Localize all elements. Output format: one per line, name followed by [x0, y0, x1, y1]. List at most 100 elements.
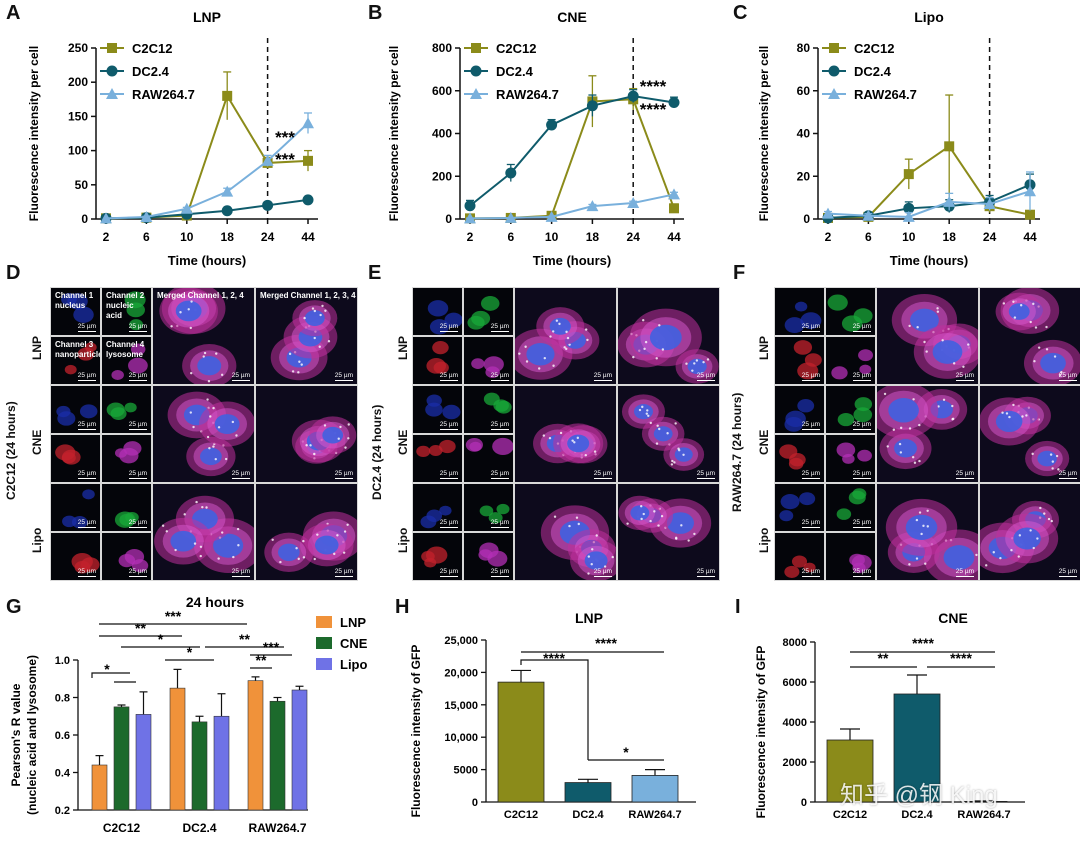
microscopy-panel-dc24: 25 µm 25 µm 25 µm 25 µm 25 µm 25 µm 25 µm 25 µm…	[412, 287, 720, 581]
scale-bar: 25 µm	[955, 372, 974, 379]
data-point	[627, 196, 640, 208]
cell-blob	[854, 397, 873, 412]
cell-blob	[471, 358, 485, 369]
puncta	[642, 512, 645, 516]
cell-blob	[483, 356, 504, 373]
micrograph-tile: 25 µm	[255, 483, 358, 581]
micrograph-image	[784, 398, 815, 432]
puncta	[1039, 506, 1042, 510]
micrograph-tile: Merged Channel 1, 2, 4 25 µm	[152, 287, 255, 385]
data-point	[302, 194, 314, 206]
cell-blob	[467, 315, 485, 330]
micrograph-tile: 25 µm	[101, 532, 152, 581]
cell-blob	[666, 512, 694, 534]
puncta	[305, 444, 308, 447]
puncta	[967, 343, 970, 346]
puncta	[649, 421, 652, 425]
cell-blob	[831, 366, 848, 380]
scale-bar: 25 µm	[1058, 372, 1077, 379]
puncta	[674, 536, 678, 540]
puncta	[347, 437, 350, 440]
puncta	[658, 427, 661, 431]
significance-marker: ****	[640, 100, 667, 119]
micrograph-tile: 25 µm	[774, 336, 825, 385]
puncta	[179, 311, 182, 314]
puncta	[1018, 534, 1022, 537]
micrograph-image	[478, 542, 508, 567]
puncta	[302, 539, 305, 543]
cell-blob	[995, 410, 1023, 433]
scale-bar: 25 µm	[955, 470, 974, 477]
cell-blob	[55, 444, 76, 461]
micrograph-tile: 25 µm	[463, 532, 514, 581]
cell-blob	[1040, 352, 1066, 374]
cell-blob	[314, 535, 339, 555]
puncta	[205, 506, 208, 509]
puncta	[192, 425, 195, 429]
line-chart-cne: CNE 0 200 400 600 800 2 6 10 18 24 44 Time (hours) Fl…	[387, 9, 684, 268]
puncta	[279, 560, 282, 564]
cell-blob	[784, 317, 805, 334]
legend-marker	[828, 88, 840, 99]
cell-blob	[799, 492, 816, 506]
cell-blob	[439, 439, 456, 454]
bar-dc24	[893, 693, 941, 803]
cell-blob	[853, 407, 873, 423]
series-line-dc24	[105, 198, 309, 220]
puncta	[656, 424, 659, 427]
x-axis-label: Time (hours)	[890, 253, 969, 268]
puncta	[638, 408, 642, 412]
data-point	[504, 211, 517, 223]
micrograph-image	[540, 505, 616, 580]
x-tick-label: 24	[261, 230, 275, 244]
puncta	[565, 347, 568, 351]
scale-bar: 25 µm	[696, 568, 715, 575]
cell-blob	[649, 324, 682, 351]
micrograph-image	[167, 391, 254, 477]
cell-blob	[278, 543, 300, 561]
line-chart-lnp: LNP 0 50 100 150 200 250 2 6 10 18 24 44 Time (hours)…	[27, 9, 318, 268]
chart-title: CNE	[557, 9, 587, 25]
puncta	[183, 513, 186, 516]
series-line-dc24	[469, 95, 675, 207]
puncta	[892, 428, 896, 431]
panel-label-g: G	[6, 596, 22, 618]
micrograph-tile: 25 µm	[514, 287, 617, 385]
cell-blob	[943, 545, 975, 570]
puncta	[209, 415, 212, 418]
data-point	[943, 195, 956, 207]
micrograph-tile: 25 µm	[617, 385, 720, 483]
micrograph-tile: 25 µm	[101, 483, 152, 532]
microscopy-panel-c2c12: Channel 1 nucleus 25 µm Channel 2 nucleic …	[50, 287, 358, 581]
puncta	[1012, 403, 1015, 407]
scale-bar: 25 µm	[334, 470, 353, 477]
micrograph-image	[885, 498, 978, 580]
puncta	[595, 534, 598, 537]
scale-bar: 25 µm	[128, 372, 147, 379]
significance-marker: ****	[595, 635, 617, 651]
puncta	[912, 398, 915, 401]
puncta	[553, 515, 557, 518]
puncta	[916, 325, 919, 329]
puncta	[302, 556, 306, 559]
micrograph-tile: 25 µm	[463, 385, 514, 434]
cell-blob	[465, 438, 483, 452]
x-tick-label: 44	[667, 230, 681, 244]
x-tick-label: 10	[180, 230, 194, 244]
puncta	[193, 542, 197, 545]
puncta	[1029, 529, 1032, 532]
cell-blob	[793, 340, 813, 355]
puncta	[161, 524, 165, 527]
x-tick-label: 18	[586, 230, 600, 244]
scale-bar: 25 µm	[128, 421, 147, 428]
puncta	[565, 330, 568, 334]
micrograph-image	[291, 416, 357, 464]
puncta	[908, 563, 911, 566]
micrograph-tile: 25 µm	[825, 385, 876, 434]
scale-bar: 25 µm	[439, 421, 458, 428]
y-tick-label: 0.8	[55, 693, 70, 705]
panel-label-i: I	[735, 596, 741, 618]
puncta	[206, 398, 209, 401]
cell-blob	[118, 553, 136, 568]
row-label-cne-e: CNE	[396, 429, 410, 455]
